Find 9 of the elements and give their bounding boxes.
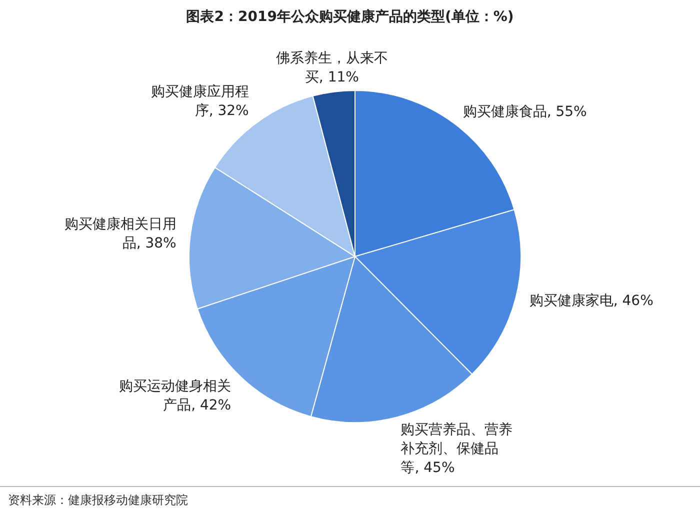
chart-title: 图表2：2019年公众购买健康产品的类型(单位：%) [185,8,515,26]
slice-label: 购买运动健身相关产品, 42% [119,378,232,414]
slice-label: 佛系养生，从来不买, 11% [276,50,388,86]
slice-label: 购买健康相关日用品, 38% [64,216,176,252]
slice-label: 购买健康应用程序, 32% [150,84,249,119]
slice-label: 购买营养品、营养补充剂、保健品等, 45% [400,422,513,476]
text: 资料来源：健康报移动健康研究院 [8,492,188,509]
slice-label: 购买健康食品, 55% [462,104,587,120]
slice-label: 购买健康家电, 46% [529,292,654,309]
